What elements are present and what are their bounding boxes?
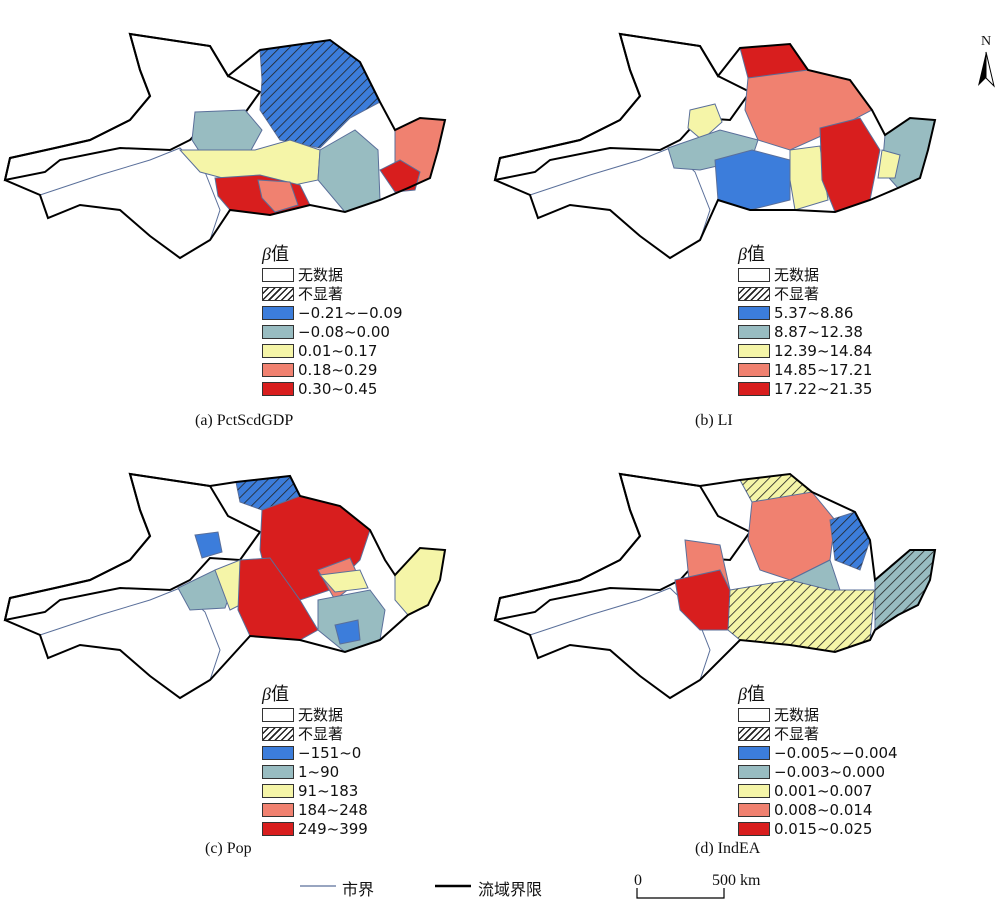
scale-bar-icon [636,888,725,899]
legend-row-class5: 17.22~21.35 [738,379,872,398]
region-class1-north-hatch [260,40,380,148]
basin-boundary-line-icon [435,884,471,888]
legend-row-class5: 249~399 [262,819,368,838]
legend-d: β值 无数据 不显著 −0.005~−0.004 −0.003~0.000 0.… [738,683,898,838]
legend-row-class2: 8.87~12.38 [738,322,872,341]
north-arrow: N [974,34,998,94]
legend-row-class1: 5.37~8.86 [738,303,872,322]
legend-row-class4: 14.85~17.21 [738,360,872,379]
region-class3-west [687,103,723,141]
basin-outline-c [3,472,447,700]
legend-row-class1: −0.005~−0.004 [738,743,898,762]
caption-a: (a) PctScdGDP [195,412,294,429]
legend-row-no-data: 无数据 [738,705,898,724]
legend-row-class5: 0.015~0.025 [738,819,898,838]
legend-row-not-significant: 不显著 [262,724,368,743]
region-class5-east [379,159,421,193]
legend-row-no-data: 无数据 [262,705,368,724]
legend-row-class5: 0.30~0.45 [262,379,403,398]
bottom-legend: 市界 流域界限 0 500 km [0,872,1000,906]
legend-row-not-significant: 不显著 [738,284,872,303]
legend-row-not-significant: 不显著 [262,284,403,303]
region-class3-east [877,149,901,179]
panel-a: β值 无数据 不显著 −0.21~−0.09 −0.08~0.00 0.01~0… [0,0,500,440]
caption-d: (d) IndEA [695,840,761,857]
legend-row-class3: 0.01~0.17 [262,341,403,360]
region-class1-center [714,149,791,211]
legend-row-class4: 0.008~0.014 [738,800,898,819]
region-class1-south [334,619,361,645]
panel-c: β值 无数据 不显著 −151~0 1~90 91~183 184~248 24… [0,440,500,880]
legend-row-class4: 0.18~0.29 [262,360,403,379]
legend-row-class3: 91~183 [262,781,368,800]
legend-row-class1: −0.21~−0.09 [262,303,403,322]
map-a [3,32,447,260]
legend-a: β值 无数据 不显著 −0.21~−0.09 −0.08~0.00 0.01~0… [262,243,403,398]
legend-row-no-data: 无数据 [738,265,872,284]
map-b-regions [493,32,937,260]
scale-start-label: 0 [634,872,642,889]
region-class1-west [194,531,223,559]
legend-title: β值 [262,244,289,264]
legend-row-class3: 12.39~14.84 [738,341,872,360]
basin-boundary-label: 流域界限 [478,880,543,899]
panel-d: β值 无数据 不显著 −0.005~−0.004 −0.003~0.000 0.… [490,440,990,880]
region-class3-east [394,547,446,616]
basin-outline-b [493,32,937,260]
panel-b: β值 无数据 不显著 5.37~8.86 8.87~12.38 12.39~14… [490,0,990,440]
city-boundary-line-icon [300,885,336,887]
legend-row-class3: 0.001~0.007 [738,781,898,800]
north-arrow-icon [978,51,995,88]
map-c-regions [3,472,447,700]
legend-b: β值 无数据 不显著 5.37~8.86 8.87~12.38 12.39~14… [738,243,872,398]
legend-title: β值 [738,684,765,704]
north-label: N [980,34,992,49]
region-class3-center [789,145,829,211]
legend-row-class2: −0.003~0.000 [738,762,898,781]
region-class3-center [318,569,369,593]
map-c [3,472,447,700]
scale-end-label: 500 km [712,872,761,889]
legend-row-class1: −151~0 [262,743,368,762]
basin-outline-a [3,32,447,260]
region-class5-east [819,117,881,213]
legend-row-not-significant: 不显著 [738,724,898,743]
legend-title: β值 [262,684,289,704]
region-class5-center [237,557,319,641]
legend-row-class4: 184~248 [262,800,368,819]
legend-row-class2: −0.08~0.00 [262,322,403,341]
legend-title: β值 [738,244,765,264]
map-d [493,472,937,700]
basin-outline-d [493,472,937,700]
legend-c: β值 无数据 不显著 −151~0 1~90 91~183 184~248 24… [262,683,368,838]
legend-row-no-data: 无数据 [262,265,403,284]
map-a-regions [3,32,447,260]
map-b [493,32,937,260]
region-class2-center [317,129,381,213]
region-class4-south [257,179,299,213]
region-class3-center-hatch [728,580,875,652]
region-class2-east-hatch [875,550,935,630]
caption-b: (b) LI [695,412,733,429]
city-boundary-label: 市界 [342,880,375,899]
region-class1-northeast-hatch [830,512,870,570]
caption-c: (c) Pop [205,840,252,857]
map-d-regions [493,472,937,700]
legend-row-class2: 1~90 [262,762,368,781]
